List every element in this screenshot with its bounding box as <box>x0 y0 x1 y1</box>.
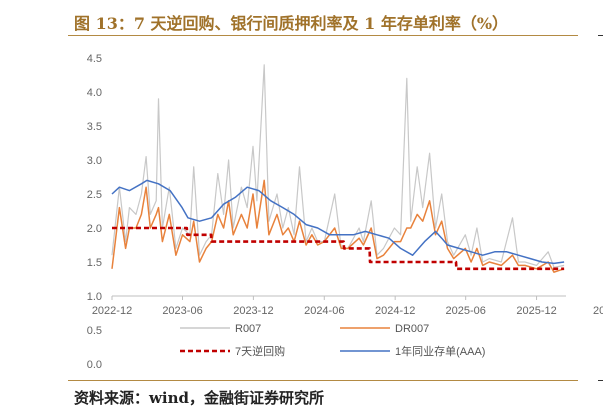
y-tick-label: 2.0 <box>87 223 102 235</box>
x-axis: 2022-12 2023-06 2023-12 2024-06 2024-12 2025-… <box>92 295 603 317</box>
y-tick-label: 3.5 <box>87 121 102 133</box>
y-tick-label: 1.5 <box>87 257 102 269</box>
y-tick-label: 0.5 <box>87 325 102 337</box>
x-tick-label: 2022-12 <box>92 305 132 317</box>
legend-label: 7天逆回购 <box>235 344 285 358</box>
legend-label: DR007 <box>395 323 429 335</box>
y-tick-label: 2.5 <box>87 189 102 201</box>
x-tick-label: 2026- <box>593 305 603 317</box>
y-tick-label: 3.0 <box>87 155 102 167</box>
x-tick-label: 2025-06 <box>445 305 485 317</box>
x-tick-label: 2023-12 <box>233 305 273 317</box>
y-tick-label: 1.0 <box>87 291 102 303</box>
source-rule <box>68 380 578 381</box>
source-note: 资料来源：wind，金融街证券研究所 <box>74 389 325 407</box>
legend-label: 1年同业存单(AAA) <box>395 344 485 358</box>
y-tick-label: 4.5 <box>87 53 102 65</box>
legend: R007 DR007 7天逆回购 1年同业存单(AAA) <box>180 323 485 358</box>
series-line-2 <box>112 226 565 271</box>
x-tick-label: 2024-06 <box>304 305 344 317</box>
x-tick-label: 2024-12 <box>375 305 415 317</box>
y-tick-label: 0.0 <box>87 359 102 371</box>
y-tick-label: 4.0 <box>87 87 102 99</box>
series-line-1 <box>111 179 565 273</box>
legend-label: R007 <box>235 323 261 335</box>
y-axis-ticks: 0.0 0.5 1.0 1.5 2.0 2.5 3.0 3.5 4.0 4.5 <box>87 53 102 371</box>
x-tick-label: 2023-06 <box>162 305 202 317</box>
series-line-3 <box>111 179 565 265</box>
series-line-0 <box>111 64 565 268</box>
series-layer <box>111 64 565 273</box>
x-tick-label: 2025-12 <box>516 305 556 317</box>
next-figure-edge <box>598 380 603 381</box>
title-underline <box>68 35 578 36</box>
next-figure-edge <box>598 35 603 36</box>
chart-title: 图 13：7 天逆回购、银行间质押利率及 1 年存单利率（%） <box>74 14 509 33</box>
